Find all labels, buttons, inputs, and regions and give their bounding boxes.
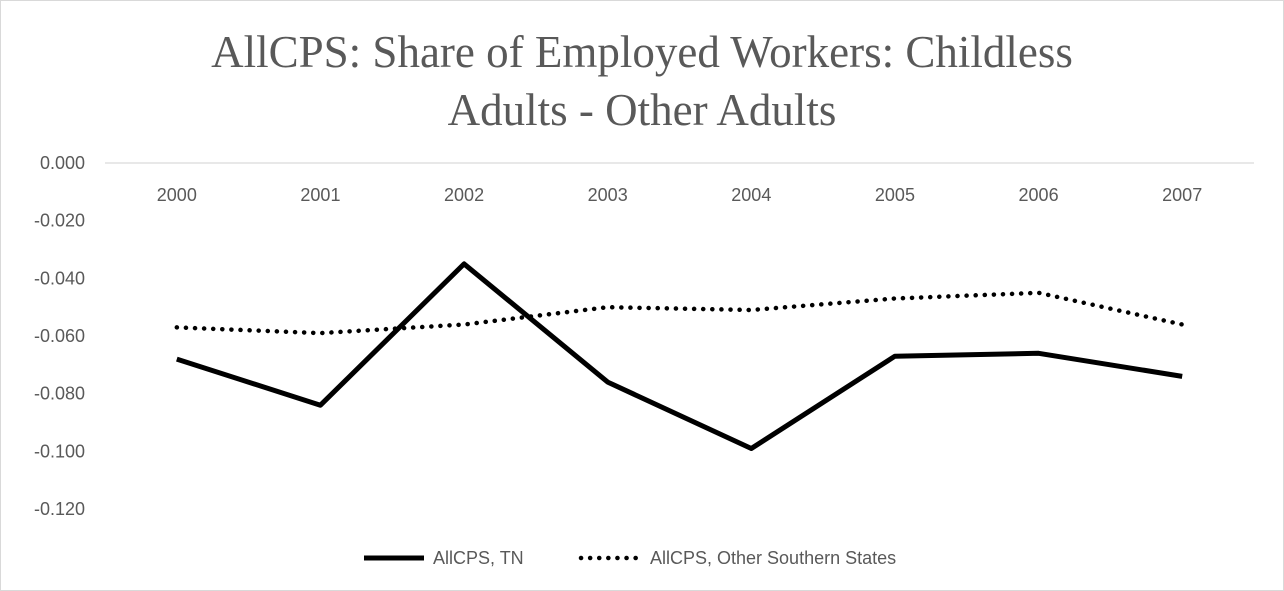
chart-title-line-1: AllCPS: Share of Employed Workers: Child… — [211, 27, 1073, 77]
legend-label-2: AllCPS, Other Southern States — [650, 548, 896, 568]
x-tick-label: 2003 — [588, 185, 628, 205]
chart-title-line-2: Adults - Other Adults — [448, 85, 837, 135]
y-tick-label: -0.060 — [34, 326, 85, 346]
series-line-2 — [174, 290, 1185, 336]
legend: AllCPS, TN AllCPS, Other Southern States — [364, 548, 896, 568]
series-lines — [174, 261, 1185, 451]
x-tick-label: 2007 — [1162, 185, 1202, 205]
legend-label-1: AllCPS, TN — [433, 548, 524, 568]
x-tick-label: 2006 — [1019, 185, 1059, 205]
x-tick-label: 2002 — [444, 185, 484, 205]
y-axis-tick-labels: 0.000 -0.020 -0.040 -0.060 -0.080 -0.100 -0.12… — [34, 153, 85, 519]
x-axis-tick-labels: 2000 2001 2002 2003 2004 2005 2006 2007 — [157, 185, 1202, 205]
y-tick-label: -0.040 — [34, 268, 85, 288]
y-tick-label: -0.100 — [34, 441, 85, 461]
y-tick-label: 0.000 — [40, 153, 85, 173]
chart-title: AllCPS: Share of Employed Workers: Child… — [211, 27, 1073, 135]
x-tick-label: 2000 — [157, 185, 197, 205]
series-line-1 — [176, 261, 1183, 451]
x-tick-label: 2004 — [731, 185, 771, 205]
y-tick-label: -0.120 — [34, 499, 85, 519]
x-tick-label: 2001 — [300, 185, 340, 205]
y-tick-label: -0.020 — [34, 211, 85, 231]
y-tick-label: -0.080 — [34, 384, 85, 404]
x-tick-label: 2005 — [875, 185, 915, 205]
